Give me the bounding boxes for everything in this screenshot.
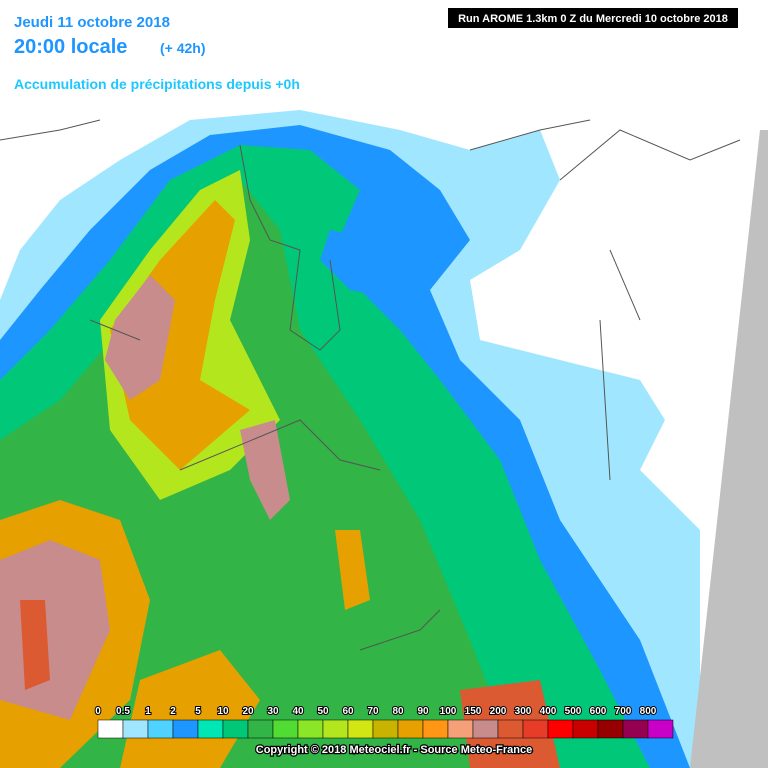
legend-label: 200 — [490, 706, 507, 717]
legend-label: 2 — [170, 706, 176, 717]
legend-label: 30 — [267, 706, 279, 717]
legend-label: 300 — [515, 706, 532, 717]
legend-swatch — [597, 719, 624, 739]
legend-label: 5 — [195, 706, 201, 717]
legend-label: 1 — [145, 706, 151, 717]
lead-time: (+ 42h) — [160, 40, 206, 56]
legend-label: 20 — [242, 706, 254, 717]
legend-swatch — [422, 719, 449, 739]
legend-swatch — [622, 719, 649, 739]
legend-swatch — [272, 719, 299, 739]
very-heavy-area — [20, 600, 50, 690]
legend-label: 80 — [392, 706, 404, 717]
legend-label: 10 — [217, 706, 229, 717]
time: 20:00 locale — [14, 36, 127, 58]
legend-swatch — [572, 719, 599, 739]
legend-label: 500 — [565, 706, 582, 717]
legend-label: 90 — [417, 706, 429, 717]
legend-swatch — [247, 719, 274, 739]
legend-swatch — [122, 719, 149, 739]
legend-swatch — [322, 719, 349, 739]
legend-label: 0 — [95, 706, 101, 717]
borders — [0, 119, 741, 651]
legend-label: 400 — [540, 706, 557, 717]
legend-label: 150 — [465, 706, 482, 717]
legend-swatch — [297, 719, 324, 739]
orange-area — [110, 200, 250, 470]
legend-label: 70 — [367, 706, 379, 717]
legend-swatch — [472, 719, 499, 739]
legend: 0 0.5 1 2 5 10 20 30 40 50 60 70 80 90 100 150 200 300 400… — [94, 705, 674, 739]
legend-swatch — [372, 719, 399, 739]
legend-swatch — [347, 719, 374, 739]
legend-swatch — [647, 719, 674, 739]
field-name: Accumulation de précipitations depuis +0… — [14, 76, 300, 92]
legend-label: 600 — [590, 706, 607, 717]
heavy-area — [240, 420, 290, 520]
legend-swatch — [397, 719, 424, 739]
legend-swatch — [222, 719, 249, 739]
date: Jeudi 11 octobre 2018 — [14, 14, 170, 31]
legend-label: 0.5 — [116, 706, 130, 717]
legend-label: 50 — [317, 706, 329, 717]
out-of-domain — [690, 130, 768, 768]
run-box — [448, 8, 738, 28]
legend-label: 40 — [292, 706, 304, 717]
legend-label: 100 — [440, 706, 457, 717]
legend-label: 800 — [640, 706, 657, 717]
legend-label: 60 — [342, 706, 354, 717]
legend-swatch — [197, 719, 224, 739]
run-info: Run AROME 1.3km 0 Z du Mercredi 10 octob… — [458, 13, 728, 25]
legend-swatch — [447, 719, 474, 739]
orange-area — [120, 650, 260, 768]
legend-swatch — [497, 719, 524, 739]
legend-swatch — [547, 719, 574, 739]
copyright: Copyright © 2018 Meteociel.fr - Source M… — [256, 744, 532, 756]
legend-swatch — [147, 719, 174, 739]
heavy-area — [105, 275, 175, 400]
orange-area — [335, 530, 370, 610]
blue-patch — [320, 230, 420, 300]
legend-label: 700 — [615, 706, 632, 717]
legend-swatch — [97, 719, 124, 739]
legend-swatch — [172, 719, 199, 739]
legend-swatch — [522, 719, 549, 739]
